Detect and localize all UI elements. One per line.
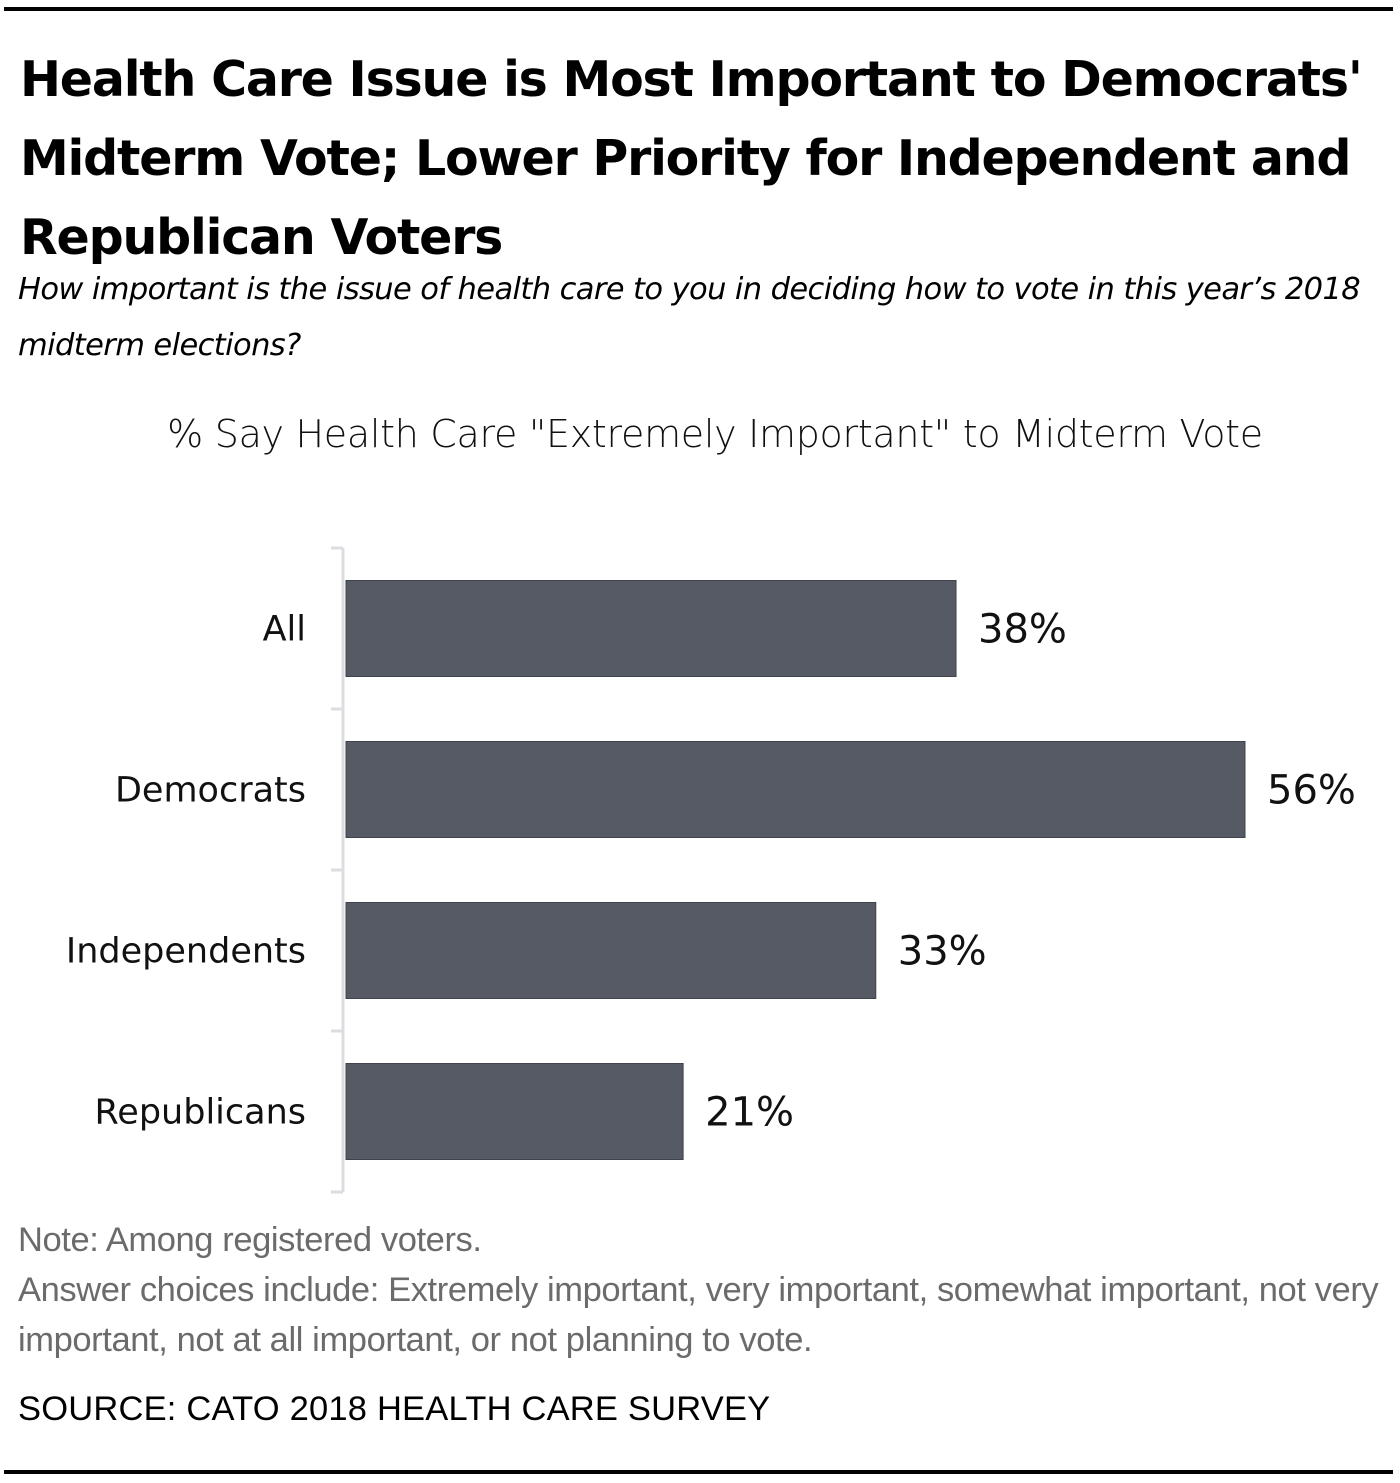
category-label: Independents <box>66 932 306 972</box>
chart-notes: Note: Among registered voters. Answer ch… <box>18 1215 1388 1365</box>
source-line: SOURCE: CATO 2018 HEALTH CARE SURVEY <box>18 1390 771 1428</box>
top-rule <box>4 7 1393 11</box>
bar-chart: All 38% Democrats 56% Independents 33% Republi… <box>66 546 1356 1194</box>
bar-democrats <box>345 741 1246 838</box>
survey-question: How important is the issue of health car… <box>18 272 1361 363</box>
value-label: 56% <box>1267 768 1356 814</box>
note-registered-voters: Note: Among registered voters. <box>18 1221 482 1259</box>
value-label: 38% <box>978 607 1067 653</box>
category-label: All <box>263 610 306 650</box>
bar-all <box>345 580 957 677</box>
value-label: 33% <box>898 929 987 975</box>
category-label: Republicans <box>95 1093 306 1133</box>
value-label: 21% <box>705 1090 794 1136</box>
note-answer-choices: Answer choices include: Extremely import… <box>18 1271 1379 1359</box>
bar-independents <box>345 902 877 999</box>
bar-republicans <box>345 1063 684 1160</box>
chart-title: % Say Health Care "Extremely Important" … <box>167 412 1263 456</box>
category-label: Democrats <box>115 771 306 811</box>
bottom-rule <box>4 1470 1393 1474</box>
page-title: Health Care Issue is Most Important to D… <box>20 51 1363 266</box>
